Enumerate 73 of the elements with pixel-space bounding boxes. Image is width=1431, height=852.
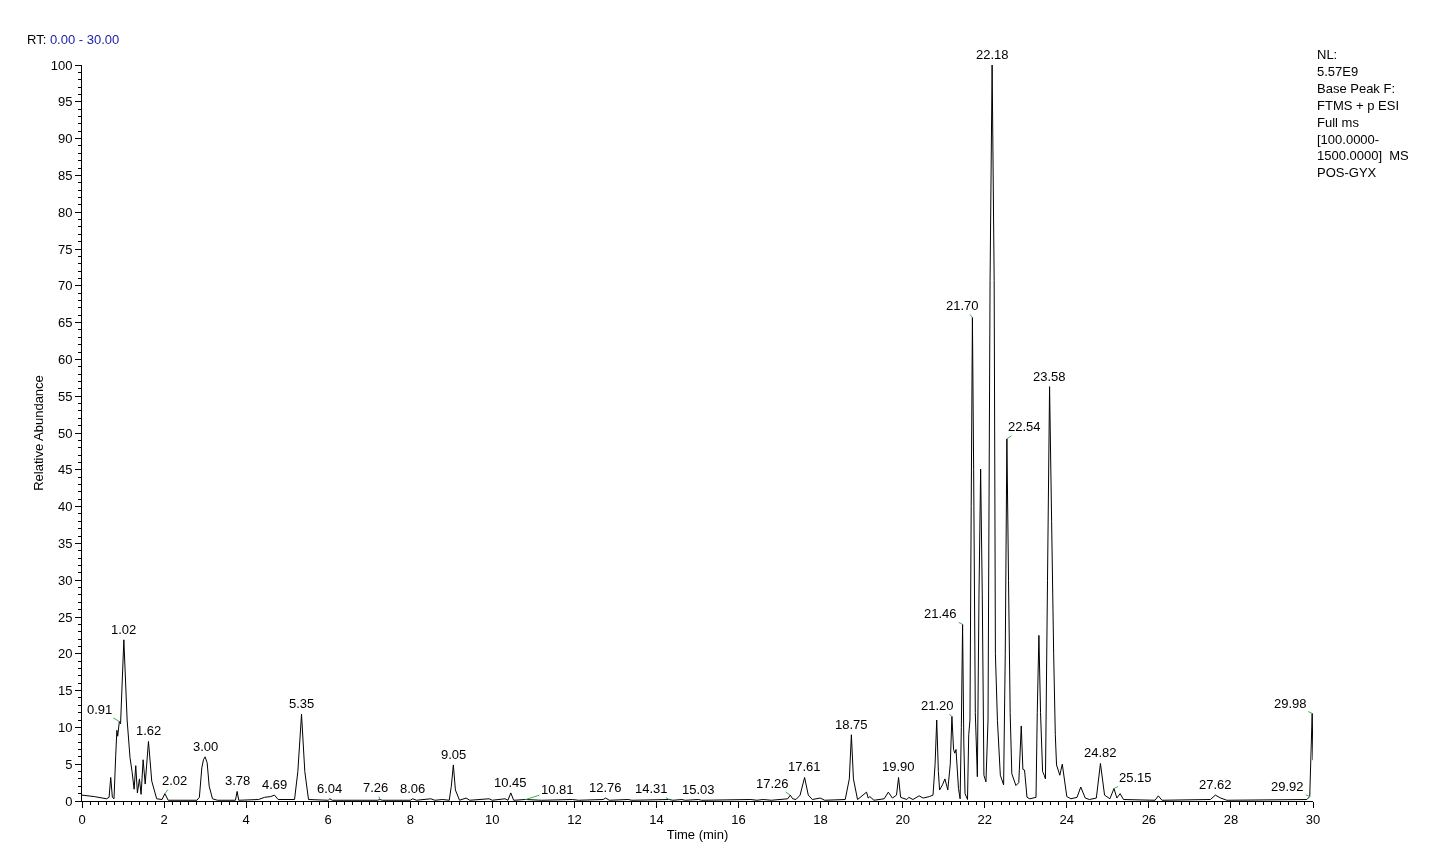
annotation: 8.06 (400, 781, 426, 796)
y-tick-label: 45 (57, 462, 73, 478)
annotation: 18.75 (835, 717, 868, 732)
y-tick-label: 80 (57, 204, 73, 220)
annotation: 1.62 (136, 723, 162, 738)
annotation: 27.62 (1199, 777, 1232, 792)
x-tick-label: 6 (324, 811, 332, 827)
annotation: 5.35 (289, 696, 315, 711)
x-tick-label: 2 (160, 811, 168, 827)
x-tick-label: 20 (895, 811, 910, 827)
y-tick-label: 40 (57, 499, 73, 515)
x-tick-label: 10 (485, 811, 500, 827)
annotation: 21.20 (921, 698, 954, 713)
x-tick-label: 14 (649, 811, 664, 827)
text: NL: 5.57E9 Base Peak F: FTMS + p ESI Full ms [100.0000- 1500.0000] MS POS-GYX (1317, 47, 1410, 181)
annotation: 24.82 (1084, 745, 1117, 760)
annotation: 21.70 (946, 298, 979, 313)
y-tick-label: 75 (57, 241, 73, 257)
y-tick-label: 0 (65, 793, 73, 809)
y-tick-label: 30 (57, 572, 73, 588)
annotation: 6.04 (317, 781, 343, 796)
y-tick-label: 5 (65, 756, 73, 772)
annotation: 10.45 (494, 775, 527, 790)
y-tick-label: 55 (57, 388, 73, 404)
annotation: 29.92 (1271, 779, 1304, 794)
y-tick-label: 15 (57, 683, 73, 699)
y-axis-title: Relative Abundance (30, 375, 46, 491)
x-tick-label: 30 (1305, 811, 1321, 827)
y-tick-label: 20 (57, 646, 73, 662)
annotation: 22.54 (1008, 419, 1041, 434)
y-tick-label: 10 (57, 719, 73, 735)
x-tick-label: 24 (1059, 811, 1075, 827)
x-tick-label: 26 (1141, 811, 1157, 827)
annotation: 23.58 (1033, 369, 1066, 384)
y-tick-label: 85 (57, 167, 73, 183)
annotation: 7.26 (363, 780, 389, 795)
annotation: 25.15 (1119, 770, 1152, 785)
annotation: 19.90 (882, 759, 915, 774)
annotation: 0.91 (87, 702, 113, 717)
y-tick-label: 90 (57, 131, 73, 147)
annotation: 3.78 (225, 773, 251, 788)
chart-title: RT: 0.00 - 30.00 (27, 31, 120, 47)
x-tick-label: 18 (813, 811, 828, 827)
annotation: 29.98 (1274, 696, 1307, 711)
annotation: 4.69 (262, 777, 288, 792)
annotation: 22.18 (976, 47, 1009, 62)
annotation: 10.81 (541, 782, 574, 797)
x-tick-label: 28 (1223, 811, 1239, 827)
y-tick-label: 35 (57, 535, 73, 551)
annotation: 14.31 (635, 781, 668, 796)
x-tick-label: 16 (731, 811, 746, 827)
y-tick-label: 100 (50, 57, 73, 73)
y-tick-label: 95 (57, 94, 73, 110)
x-tick-label: 22 (977, 811, 992, 827)
y-tick-label: 25 (57, 609, 73, 625)
annotation: 21.46 (924, 606, 957, 621)
annotation: 1.02 (111, 622, 137, 637)
annotation: 9.05 (441, 747, 467, 762)
x-tick-label: 12 (567, 811, 582, 827)
annotation: 12.76 (589, 780, 622, 795)
y-tick-label: 65 (57, 315, 73, 331)
x-tick-label: 4 (242, 811, 250, 827)
y-tick-label: 50 (57, 425, 73, 441)
y-tick-label: 60 (57, 351, 73, 367)
x-tick-label: 8 (406, 811, 414, 827)
y-tick-label: 70 (57, 278, 73, 294)
annotation: 15.03 (682, 782, 715, 797)
x-tick-label: 0 (78, 811, 86, 827)
annotation: 3.00 (193, 739, 219, 754)
annotation: 17.26 (756, 776, 789, 791)
annotation: 2.02 (162, 773, 188, 788)
annotation: 17.61 (788, 759, 821, 774)
x-axis-title: Time (min) (666, 827, 729, 843)
